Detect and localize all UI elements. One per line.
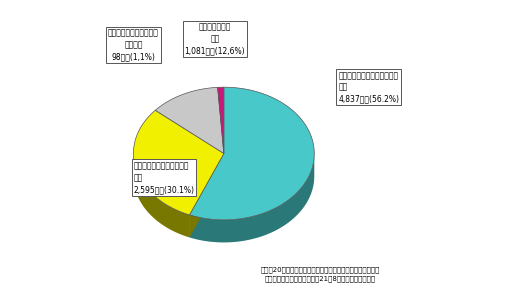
Polygon shape — [189, 87, 314, 220]
Polygon shape — [189, 154, 224, 237]
Polygon shape — [155, 87, 224, 154]
Text: 建物の耐震性が
不明
1,081病院(12,6%): 建物の耐震性が 不明 1,081病院(12,6%) — [184, 23, 245, 55]
Polygon shape — [134, 154, 189, 237]
Polygon shape — [217, 87, 224, 154]
Polygon shape — [134, 110, 224, 215]
Text: 一部の建物に耐震性がある
病院
2,595病院(30.1%): 一部の建物に耐震性がある 病院 2,595病院(30.1%) — [134, 161, 195, 194]
Polygon shape — [189, 154, 314, 243]
Text: すべての建物に耐震性がある
病院
4,837病院(56.2%): すべての建物に耐震性がある 病院 4,837病院(56.2%) — [338, 71, 399, 103]
Text: すべての建物に耐震性が
ない病院
98病院(1,1%): すべての建物に耐震性が ない病院 98病院(1,1%) — [108, 29, 159, 61]
Polygon shape — [189, 154, 224, 237]
Text: 対象：20人以上の患者を入院させるための施設を有する病院
厚生労働省資料による（平成21年8月までの調査結果）: 対象：20人以上の患者を入院させるための施設を有する病院 厚生労働省資料による（… — [261, 266, 380, 282]
